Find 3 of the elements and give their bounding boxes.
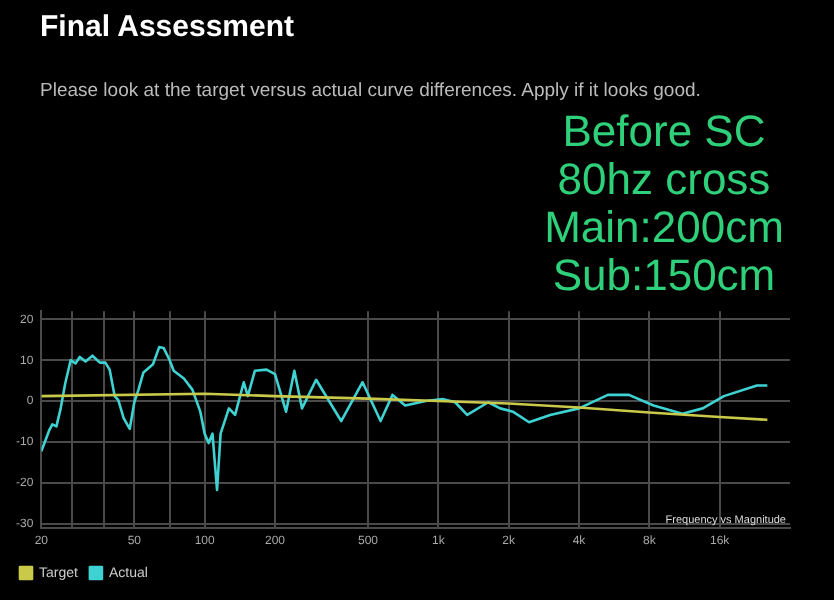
text: Before SC 80hz cross Main:200cm Sub:150cm — [544, 106, 784, 300]
chart-title: Final Assessment — [40, 10, 294, 44]
chart-subtitle: Please look at the target versus actual curve differences. Apply if it looks good. — [40, 80, 703, 104]
